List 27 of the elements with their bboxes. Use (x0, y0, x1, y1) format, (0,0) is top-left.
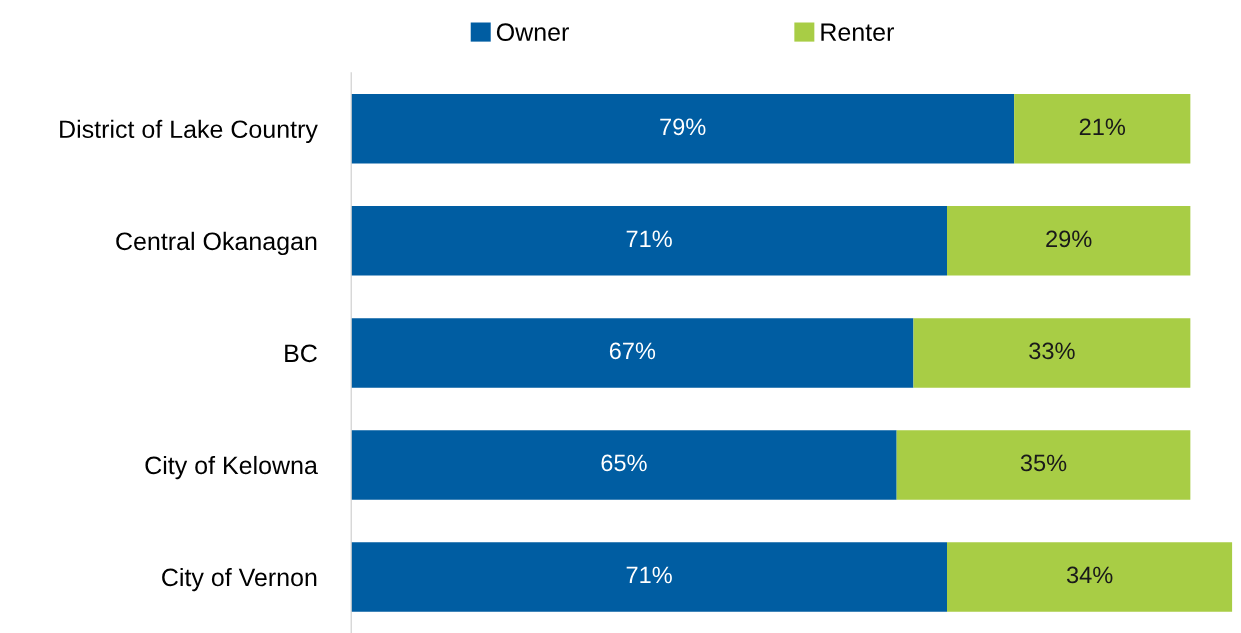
bar (351, 542, 947, 612)
bar (947, 542, 1233, 612)
bar (351, 206, 947, 276)
y-tick-label: BC (285, 344, 317, 363)
bar (351, 318, 914, 388)
bar (1014, 94, 1191, 164)
y-tick-label: City of Kelowna (145, 455, 318, 480)
data-label: 34% (1066, 566, 1113, 584)
bar (351, 430, 897, 500)
data-label: 71% (626, 566, 672, 584)
data-label: 35% (1020, 454, 1067, 472)
data-label: 33% (1029, 342, 1075, 360)
y-tick-label: District of Lake Country (60, 119, 318, 144)
bar (913, 318, 1191, 388)
data-label: 67% (609, 342, 656, 360)
bar (896, 430, 1191, 500)
y-tick-label: City of Vernon (162, 567, 317, 592)
data-label: 71% (626, 230, 672, 248)
y-tick-label: Central Okanagan (116, 231, 317, 256)
data-label: 21% (1079, 118, 1126, 136)
data-label: 29% (1046, 230, 1092, 248)
bar (351, 94, 1015, 164)
bar (947, 206, 1191, 276)
legend-label: Renter (821, 23, 894, 41)
legend-label: Owner (496, 23, 569, 41)
data-label: 79% (660, 118, 706, 136)
data-label: 65% (601, 454, 647, 472)
